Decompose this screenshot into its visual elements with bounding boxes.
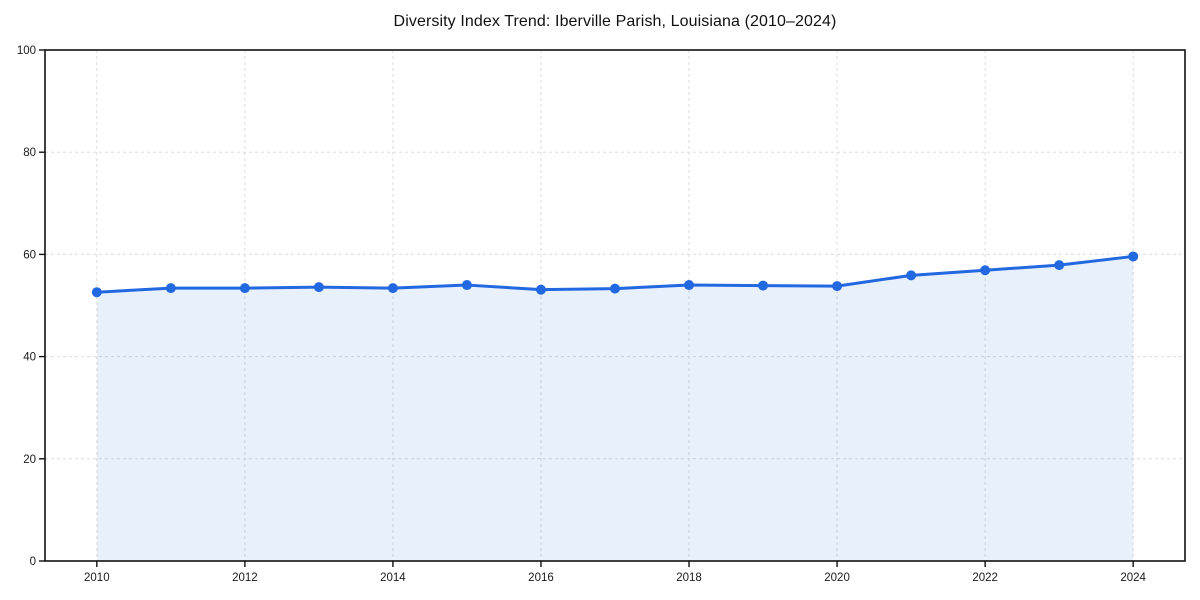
data-point [535,284,546,295]
data-point [165,283,176,294]
x-tick-label: 2012 [232,572,258,584]
y-tick-label: 40 [23,352,36,364]
data-point [832,281,843,292]
x-tick-label: 2020 [824,572,850,584]
area-fill [96,256,1134,561]
y-tick-label: 20 [23,454,36,466]
x-tick-label: 2014 [380,572,406,584]
data-point [461,280,472,291]
data-point [313,282,324,293]
data-point [91,287,102,298]
plot-border [44,49,1186,562]
data-point [239,283,250,294]
data-point [906,270,917,281]
data-point [1128,251,1139,262]
x-tick-label: 2018 [676,572,702,584]
chart-title: Diversity Index Trend: Iberville Parish,… [393,13,837,30]
data-point [684,280,695,291]
y-tick-label: 0 [30,556,36,568]
data-point [758,280,769,291]
x-tick-label: 2022 [972,572,998,584]
data-point [980,265,991,276]
data-point [387,283,398,294]
data-point [1054,260,1065,271]
y-tick-label: 80 [23,147,36,159]
y-tick-label: 60 [23,249,36,261]
y-tick-label: 100 [17,45,36,57]
data-point [610,283,620,294]
x-tick-label: 2010 [84,572,110,584]
x-tick-label: 2024 [1120,572,1146,584]
x-tick-label: 2016 [528,572,554,584]
